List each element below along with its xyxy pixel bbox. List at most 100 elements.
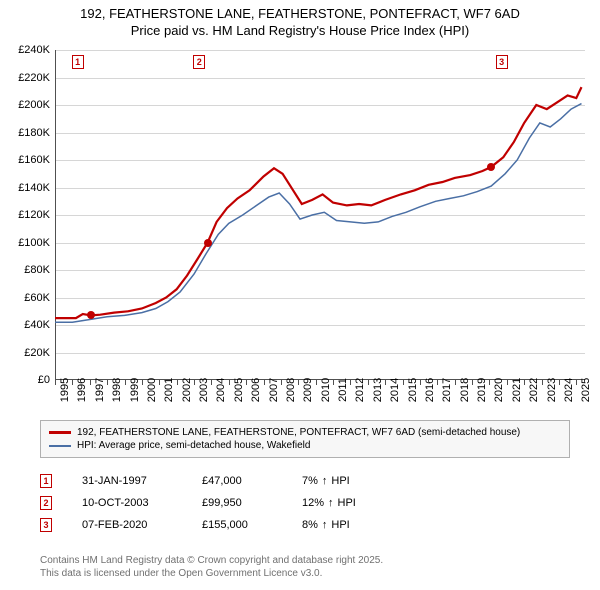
- x-tick: [576, 380, 577, 385]
- data-row-date: 07-FEB-2020: [82, 519, 172, 531]
- data-row-pct: 7%↑HPI: [302, 475, 382, 487]
- x-axis-label: 2009: [302, 378, 314, 402]
- chart-svg: [55, 50, 585, 380]
- x-axis-label: 2001: [163, 378, 175, 402]
- x-axis-label: 2016: [424, 378, 436, 402]
- x-axis-label: 1999: [129, 378, 141, 402]
- x-axis-label: 2018: [459, 378, 471, 402]
- marker-box-1: 1: [72, 55, 84, 69]
- marker-box-2: 2: [193, 55, 205, 69]
- series-line-hpi: [55, 104, 582, 323]
- x-tick: [211, 380, 212, 385]
- x-tick: [368, 380, 369, 385]
- x-tick: [107, 380, 108, 385]
- series-line-price_paid: [55, 87, 582, 318]
- x-axis-label: 2022: [528, 378, 540, 402]
- x-axis-label: 2005: [233, 378, 245, 402]
- y-axis-label: £120K: [18, 209, 50, 221]
- x-axis-label: 2006: [250, 378, 262, 402]
- x-tick: [90, 380, 91, 385]
- pct-value: 8%: [302, 519, 318, 531]
- x-axis-label: 2008: [285, 378, 297, 402]
- x-axis-label: 2004: [215, 378, 227, 402]
- x-tick: [524, 380, 525, 385]
- x-tick: [437, 380, 438, 385]
- x-axis-label: 2014: [389, 378, 401, 402]
- footer-line2: This data is licensed under the Open Gov…: [40, 568, 322, 579]
- data-row: 3 07-FEB-2020 £155,000 8%↑HPI: [40, 514, 570, 536]
- x-axis-label: 2013: [372, 378, 384, 402]
- x-axis-label: 2015: [407, 378, 419, 402]
- x-axis-label: 2024: [563, 378, 575, 402]
- footer-line1: Contains HM Land Registry data © Crown c…: [40, 555, 383, 566]
- data-row-price: £155,000: [202, 519, 272, 531]
- x-tick: [559, 380, 560, 385]
- x-tick: [159, 380, 160, 385]
- y-axis-label: £0: [38, 374, 50, 386]
- title-line1: 192, FEATHERSTONE LANE, FEATHERSTONE, PO…: [80, 6, 520, 21]
- x-axis-label: 2012: [354, 378, 366, 402]
- data-row-date: 10-OCT-2003: [82, 497, 172, 509]
- x-tick: [333, 380, 334, 385]
- x-tick: [125, 380, 126, 385]
- marker-dot-3: [487, 163, 495, 171]
- x-axis-label: 1995: [59, 378, 71, 402]
- x-axis-label: 2017: [441, 378, 453, 402]
- x-tick: [507, 380, 508, 385]
- legend-row: 192, FEATHERSTONE LANE, FEATHERSTONE, PO…: [49, 426, 561, 439]
- title-line2: Price paid vs. HM Land Registry's House …: [131, 23, 469, 38]
- legend-label: HPI: Average price, semi-detached house,…: [77, 440, 310, 451]
- x-tick: [298, 380, 299, 385]
- x-axis-label: 2007: [268, 378, 280, 402]
- legend-label: 192, FEATHERSTONE LANE, FEATHERSTONE, PO…: [77, 427, 520, 438]
- x-axis-label: 2023: [546, 378, 558, 402]
- data-row-pct: 8%↑HPI: [302, 519, 382, 531]
- y-axis-label: £80K: [24, 264, 50, 276]
- x-axis-label: 2020: [493, 378, 505, 402]
- x-tick: [142, 380, 143, 385]
- x-axis-label: 2025: [580, 378, 592, 402]
- x-tick: [385, 380, 386, 385]
- x-tick: [420, 380, 421, 385]
- y-axis-label: £220K: [18, 72, 50, 84]
- y-axis-label: £20K: [24, 347, 50, 359]
- x-tick: [55, 380, 56, 385]
- x-axis-label: 2003: [198, 378, 210, 402]
- marker-box-3: 3: [496, 55, 508, 69]
- x-tick: [403, 380, 404, 385]
- y-axis-label: £160K: [18, 154, 50, 166]
- data-row-marker: 2: [40, 496, 52, 510]
- chart-area: £0£20K£40K£60K£80K£100K£120K£140K£160K£1…: [55, 50, 585, 380]
- data-row-marker: 3: [40, 518, 52, 532]
- x-tick: [542, 380, 543, 385]
- x-tick: [264, 380, 265, 385]
- x-axis-label: 2019: [476, 378, 488, 402]
- y-axis-label: £40K: [24, 319, 50, 331]
- x-axis-label: 2010: [320, 378, 332, 402]
- chart-title: 192, FEATHERSTONE LANE, FEATHERSTONE, PO…: [0, 0, 600, 42]
- x-axis-label: 2021: [511, 378, 523, 402]
- x-tick: [455, 380, 456, 385]
- x-tick: [350, 380, 351, 385]
- pct-suffix: HPI: [331, 475, 349, 487]
- pct-value: 12%: [302, 497, 324, 509]
- data-row-price: £99,950: [202, 497, 272, 509]
- legend: 192, FEATHERSTONE LANE, FEATHERSTONE, PO…: [40, 420, 570, 458]
- legend-swatch: [49, 445, 71, 447]
- data-row-price: £47,000: [202, 475, 272, 487]
- y-axis-label: £200K: [18, 99, 50, 111]
- x-tick: [177, 380, 178, 385]
- x-axis-label: 1998: [111, 378, 123, 402]
- x-axis-label: 2002: [181, 378, 193, 402]
- x-tick: [194, 380, 195, 385]
- pct-value: 7%: [302, 475, 318, 487]
- data-row-date: 31-JAN-1997: [82, 475, 172, 487]
- legend-row: HPI: Average price, semi-detached house,…: [49, 439, 561, 452]
- x-tick: [316, 380, 317, 385]
- data-row-marker: 1: [40, 474, 52, 488]
- data-row: 1 31-JAN-1997 £47,000 7%↑HPI: [40, 470, 570, 492]
- y-axis-label: £60K: [24, 292, 50, 304]
- pct-suffix: HPI: [331, 519, 349, 531]
- x-tick: [281, 380, 282, 385]
- marker-dot-1: [87, 311, 95, 319]
